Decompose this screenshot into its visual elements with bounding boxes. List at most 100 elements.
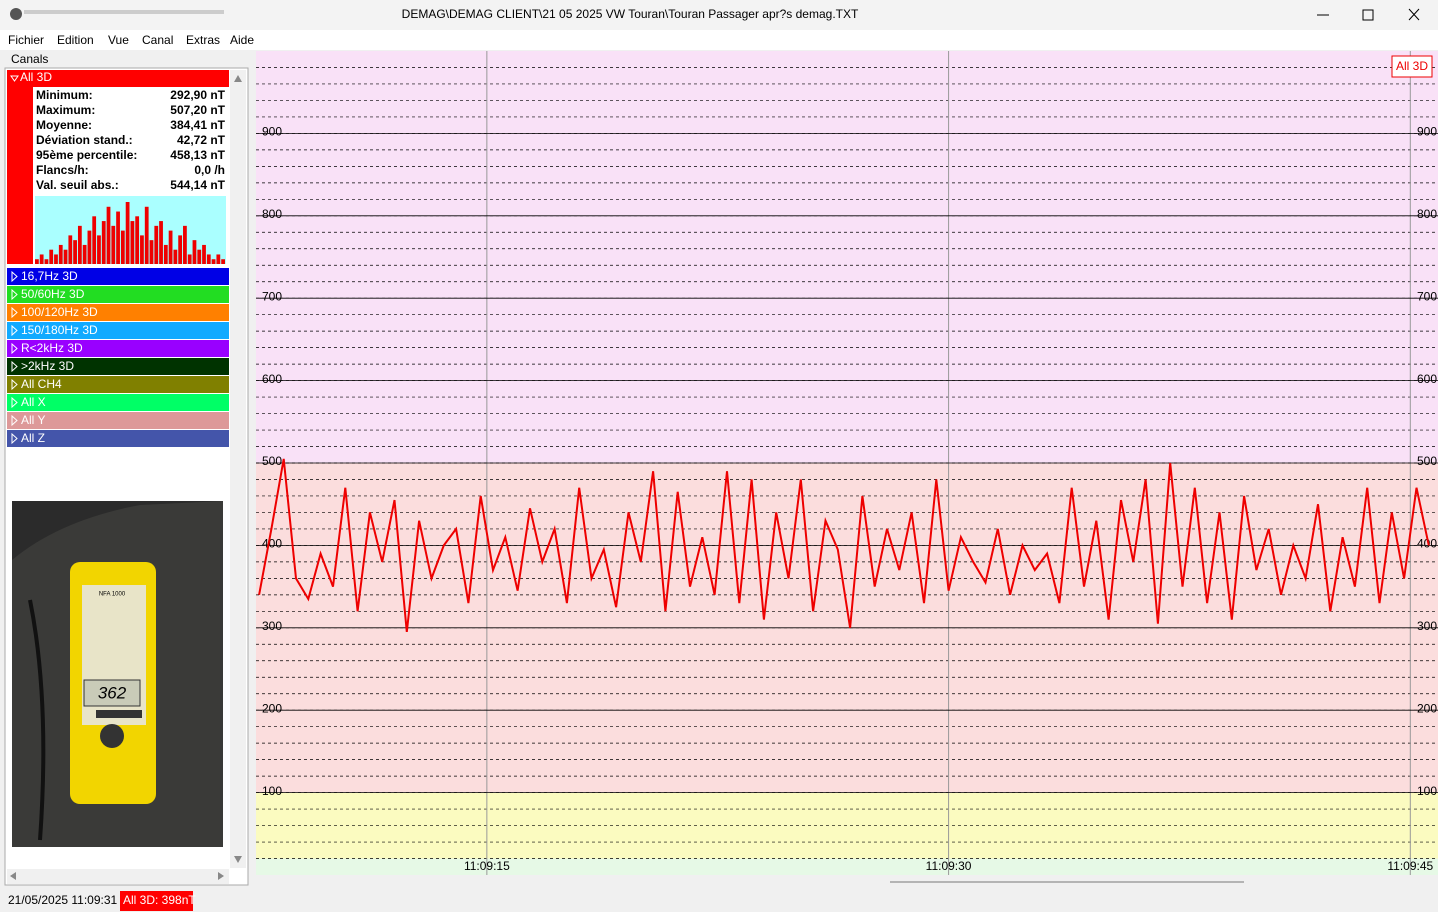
- histogram-bar: [73, 240, 77, 264]
- histogram-bar: [87, 230, 92, 264]
- histogram-bar: [144, 206, 149, 264]
- stat-label: Moyenne:: [36, 118, 92, 132]
- expand-arrow: [11, 360, 18, 373]
- status-bar: [0, 888, 1438, 912]
- stat-label: Flancs/h:: [36, 163, 89, 177]
- expand-arrow: [11, 288, 18, 301]
- legend-label: All 3D: [1396, 59, 1428, 73]
- histogram-bar: [68, 235, 73, 264]
- channel-row[interactable]: [7, 358, 229, 375]
- expand-arrow: [11, 396, 18, 409]
- histogram-bar: [183, 225, 187, 264]
- menu-item[interactable]: Vue: [108, 33, 129, 47]
- meter-label: NFA 1000: [99, 592, 126, 598]
- histogram-bar: [206, 254, 211, 264]
- channel-name: All 3D: [20, 70, 52, 84]
- histogram-bar: [44, 259, 49, 264]
- y-tick-label: 600: [262, 372, 282, 386]
- histogram-bar: [159, 221, 163, 264]
- y-tick-label-right: 300: [1417, 619, 1437, 633]
- stat-value: 544,14 nT: [170, 178, 225, 192]
- y-tick-label-right: 800: [1417, 207, 1437, 221]
- histogram-bar: [163, 244, 168, 264]
- histogram-bar: [216, 254, 221, 264]
- app-icon: [10, 8, 22, 20]
- y-tick-label-right: 100: [1417, 784, 1437, 798]
- range-band: [256, 858, 1438, 875]
- menu-item[interactable]: Fichier: [8, 33, 44, 47]
- y-tick-label: 900: [262, 125, 282, 139]
- menu-item[interactable]: Extras: [186, 33, 220, 47]
- channel-row[interactable]: [7, 430, 229, 447]
- meter-display: 362: [98, 683, 127, 702]
- histogram-bar: [92, 216, 97, 264]
- y-tick-label-right: 900: [1417, 125, 1437, 139]
- histogram-bar: [202, 244, 206, 264]
- histogram-bar: [178, 235, 183, 264]
- vertical-scrollbar[interactable]: [230, 70, 246, 868]
- stat-label: 95ème percentile:: [36, 148, 137, 162]
- expand-arrow: [11, 324, 18, 337]
- stat-value: 384,41 nT: [170, 118, 225, 132]
- histogram-bar: [97, 235, 101, 264]
- maximize-button[interactable]: [1362, 9, 1374, 21]
- status-reading-box: [120, 891, 193, 911]
- histogram-bar: [77, 225, 82, 264]
- histogram-bar: [187, 254, 192, 264]
- channel-name: All X: [21, 395, 46, 409]
- stat-value: 0,0 /h: [194, 163, 225, 177]
- menu-bar: [0, 30, 1438, 50]
- histogram-bar: [125, 202, 130, 264]
- y-tick-label-right: 600: [1417, 372, 1437, 386]
- x-tick-label: 11:09:45: [1387, 859, 1433, 873]
- status-datetime: 21/05/2025 11:09:31: [8, 893, 118, 907]
- histogram-bar: [154, 225, 159, 264]
- channel-name: 50/60Hz 3D: [21, 287, 85, 301]
- stat-label: Val. seuil abs.:: [36, 178, 119, 192]
- y-tick-label-right: 200: [1417, 701, 1437, 715]
- histogram-bar: [197, 249, 202, 264]
- histogram-bar: [111, 225, 116, 264]
- y-tick-label: 500: [262, 454, 282, 468]
- channel-name: All Y: [21, 413, 45, 427]
- histogram-bar: [168, 230, 173, 264]
- channel-row[interactable]: [7, 376, 229, 393]
- photo: 362 NFA 1000: [12, 501, 223, 847]
- histogram-bar: [54, 254, 58, 264]
- y-tick-label: 800: [262, 207, 282, 221]
- horizontal-scrollbar[interactable]: [7, 869, 229, 884]
- y-tick-label-right: 400: [1417, 537, 1437, 551]
- histogram-bar: [211, 259, 216, 264]
- histogram-bar: [192, 240, 197, 264]
- channel-row[interactable]: [7, 394, 229, 411]
- menu-item[interactable]: Aide: [230, 33, 254, 47]
- y-tick-label-right: 500: [1417, 454, 1437, 468]
- histogram-bar: [116, 211, 120, 264]
- channel-row[interactable]: [7, 268, 229, 285]
- channel-name: >2kHz 3D: [21, 359, 74, 373]
- stat-value: 292,90 nT: [170, 88, 225, 102]
- y-tick-label: 100: [262, 784, 282, 798]
- close-button[interactable]: [1408, 8, 1420, 21]
- status-reading: All 3D: 398nT: [123, 893, 196, 907]
- histogram-bar: [39, 254, 44, 264]
- stat-value: 507,20 nT: [170, 103, 225, 117]
- histogram-bar: [35, 259, 39, 264]
- channel-name: 150/180Hz 3D: [21, 323, 98, 337]
- channel-row[interactable]: [7, 322, 229, 339]
- title-bar-decoration: [24, 10, 224, 14]
- expand-arrow: [11, 306, 18, 319]
- channel-header[interactable]: [7, 70, 229, 87]
- expand-arrow: [11, 378, 18, 391]
- menu-item[interactable]: Canal: [142, 33, 173, 47]
- expand-arrow: [11, 270, 18, 283]
- channel-row[interactable]: [7, 340, 229, 357]
- channel-name: All Z: [21, 431, 45, 445]
- x-tick-label: 11:09:15: [464, 859, 510, 873]
- channel-row[interactable]: [7, 412, 229, 429]
- y-tick-label: 200: [262, 701, 282, 715]
- channel-row[interactable]: [7, 304, 229, 321]
- channel-row[interactable]: [7, 286, 229, 303]
- y-tick-label: 700: [262, 289, 282, 303]
- menu-item[interactable]: Edition: [57, 33, 94, 47]
